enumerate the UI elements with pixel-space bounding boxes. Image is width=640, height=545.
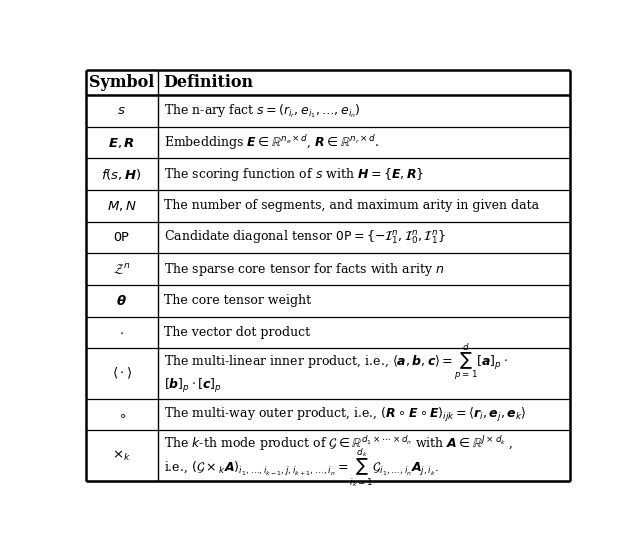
Text: $\cdot$: $\cdot$ xyxy=(120,326,124,339)
Text: Definition: Definition xyxy=(164,74,253,91)
Text: The core tensor weight: The core tensor weight xyxy=(164,294,310,307)
Text: $M, N$: $M, N$ xyxy=(107,199,137,213)
Text: $[\boldsymbol{b}]_p \cdot [\boldsymbol{c}]_p$: $[\boldsymbol{b}]_p \cdot [\boldsymbol{c… xyxy=(164,377,221,395)
Text: $\mathtt{OP}$: $\mathtt{OP}$ xyxy=(113,231,131,244)
Text: $\times_k$: $\times_k$ xyxy=(113,449,131,463)
Text: The vector dot product: The vector dot product xyxy=(164,326,310,339)
Text: Embeddings $\boldsymbol{E} \in \mathbb{R}^{n_e \times d}$, $\boldsymbol{R} \in \: Embeddings $\boldsymbol{E} \in \mathbb{R… xyxy=(164,133,379,152)
Text: Symbol: Symbol xyxy=(89,74,154,91)
Text: The multi-linear inner product, i.e., $\langle \boldsymbol{a}, \boldsymbol{b}, \: The multi-linear inner product, i.e., $\… xyxy=(164,341,508,382)
Text: The number of segments, and maximum arity in given data: The number of segments, and maximum arit… xyxy=(164,199,539,213)
Text: The n-ary fact $s = (r_{i_r}, e_{i_1}, \ldots, e_{i_n})$: The n-ary fact $s = (r_{i_r}, e_{i_1}, \… xyxy=(164,102,360,120)
Text: $\mathcal{Z}^n$: $\mathcal{Z}^n$ xyxy=(113,262,131,276)
Text: i.e., $(\mathcal{G} \times_k \boldsymbol{A})_{i_1,\ldots,i_{k-1},j,i_{k+1},\ldot: i.e., $(\mathcal{G} \times_k \boldsymbol… xyxy=(164,446,438,489)
Text: Candidate diagonal tensor $\mathtt{OP} = \{-\mathcal{I}_1^n, \mathcal{I}_0^n, \m: Candidate diagonal tensor $\mathtt{OP} =… xyxy=(164,229,445,246)
Text: $s$: $s$ xyxy=(118,105,126,117)
Text: $\circ$: $\circ$ xyxy=(118,408,126,421)
Text: The sparse core tensor for facts with arity $n$: The sparse core tensor for facts with ar… xyxy=(164,261,444,277)
Text: The multi-way outer product, i.e., $(\boldsymbol{R} \circ \boldsymbol{E} \circ \: The multi-way outer product, i.e., $(\bo… xyxy=(164,405,526,423)
Text: $\langle \cdot \rangle$: $\langle \cdot \rangle$ xyxy=(111,366,132,381)
Text: $\boldsymbol{E}, \boldsymbol{R}$: $\boldsymbol{E}, \boldsymbol{R}$ xyxy=(108,136,135,149)
Text: The $k$-th mode product of $\mathcal{G} \in \mathbb{R}^{d_1 \times \cdots \times: The $k$-th mode product of $\mathcal{G} … xyxy=(164,434,513,453)
Text: The scoring function of $s$ with $\boldsymbol{H} = \{\boldsymbol{E}, \boldsymbol: The scoring function of $s$ with $\bolds… xyxy=(164,166,424,183)
Text: $\boldsymbol{\theta}$: $\boldsymbol{\theta}$ xyxy=(116,294,127,308)
Text: $f(s, \boldsymbol{H})$: $f(s, \boldsymbol{H})$ xyxy=(102,167,142,181)
